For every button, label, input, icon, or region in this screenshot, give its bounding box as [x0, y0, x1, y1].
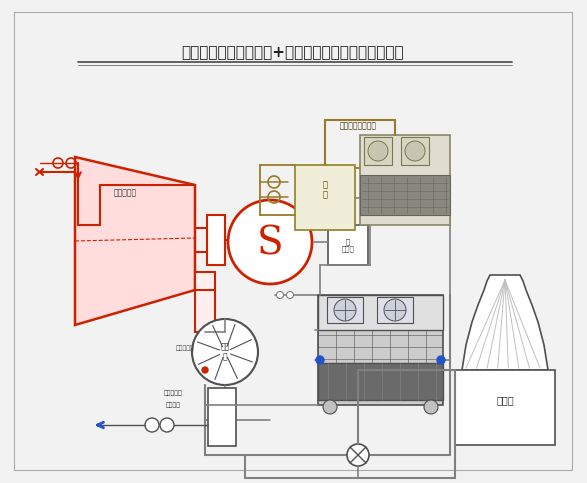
- Circle shape: [368, 141, 388, 161]
- Circle shape: [228, 200, 312, 284]
- Circle shape: [145, 418, 159, 432]
- Bar: [377, 297, 413, 323]
- Text: 凝汽
泵: 凝汽 泵: [220, 342, 230, 362]
- Text: 循环给水系: 循环给水系: [164, 390, 183, 396]
- Circle shape: [316, 356, 324, 364]
- Text: 循环水泵: 循环水泵: [166, 402, 180, 408]
- Text: 冷
凝: 冷 凝: [322, 180, 328, 199]
- Circle shape: [192, 319, 258, 385]
- Polygon shape: [462, 275, 548, 370]
- Text: 机组冷凝器: 机组冷凝器: [176, 345, 194, 351]
- Bar: [295, 165, 355, 230]
- Text: 辅汽鼓风机: 辅汽鼓风机: [113, 188, 137, 198]
- Bar: [318, 295, 443, 405]
- Bar: [360, 175, 450, 215]
- Bar: [401, 137, 429, 165]
- Text: S: S: [257, 226, 284, 262]
- Circle shape: [347, 444, 369, 466]
- Text: 脱
氧机组: 脱 氧机组: [342, 238, 355, 252]
- Bar: [318, 363, 443, 400]
- Circle shape: [437, 356, 445, 364]
- Circle shape: [202, 367, 208, 373]
- Circle shape: [160, 418, 174, 432]
- Polygon shape: [75, 157, 195, 325]
- Bar: [208, 388, 236, 446]
- Bar: [364, 137, 392, 165]
- Text: 蒸发式凝汽冷却器: 蒸发式凝汽冷却器: [339, 122, 376, 130]
- Bar: [195, 272, 215, 332]
- Circle shape: [276, 292, 284, 298]
- Bar: [455, 370, 555, 445]
- Bar: [207, 215, 225, 265]
- Circle shape: [424, 400, 438, 414]
- Circle shape: [323, 400, 337, 414]
- Bar: [327, 297, 363, 323]
- Circle shape: [405, 141, 425, 161]
- Text: 覆汽式汽轮机水冷凝汽+蒸发式凝汽器联合冷凝系统图: 覆汽式汽轮机水冷凝汽+蒸发式凝汽器联合冷凝系统图: [182, 45, 404, 60]
- Bar: [328, 225, 368, 265]
- Circle shape: [384, 299, 406, 321]
- Bar: [318, 295, 443, 330]
- Circle shape: [334, 299, 356, 321]
- Circle shape: [286, 292, 294, 298]
- Text: 水冷塔: 水冷塔: [496, 395, 514, 405]
- Bar: [360, 135, 450, 225]
